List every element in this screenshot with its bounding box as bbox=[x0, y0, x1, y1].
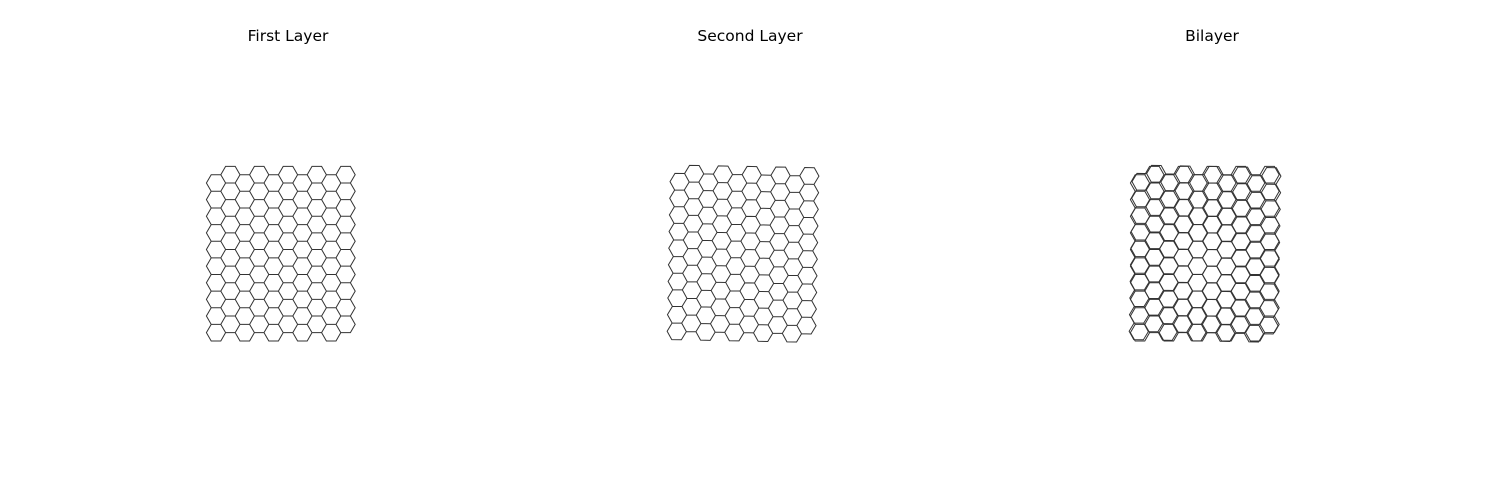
panel-title: Bilayer bbox=[1185, 27, 1239, 45]
panel-bilayer: Bilayer bbox=[1112, 0, 1312, 500]
honeycomb-path bbox=[1128, 164, 1282, 343]
panel-second-layer: Second Layer bbox=[650, 0, 850, 500]
panel-first-layer: First Layer bbox=[188, 0, 388, 500]
panel-title: Second Layer bbox=[697, 27, 803, 45]
lattice-layer-1 bbox=[666, 164, 820, 343]
lattice-bilayer bbox=[1128, 164, 1282, 343]
lattice-layer-1 bbox=[205, 165, 356, 342]
lattice-second-layer bbox=[666, 164, 820, 343]
lattice-layer-2 bbox=[1128, 164, 1282, 343]
honeycomb-path bbox=[666, 164, 820, 343]
lattice-first-layer bbox=[205, 165, 356, 342]
panel-title: First Layer bbox=[247, 27, 329, 45]
honeycomb-path bbox=[205, 165, 356, 342]
